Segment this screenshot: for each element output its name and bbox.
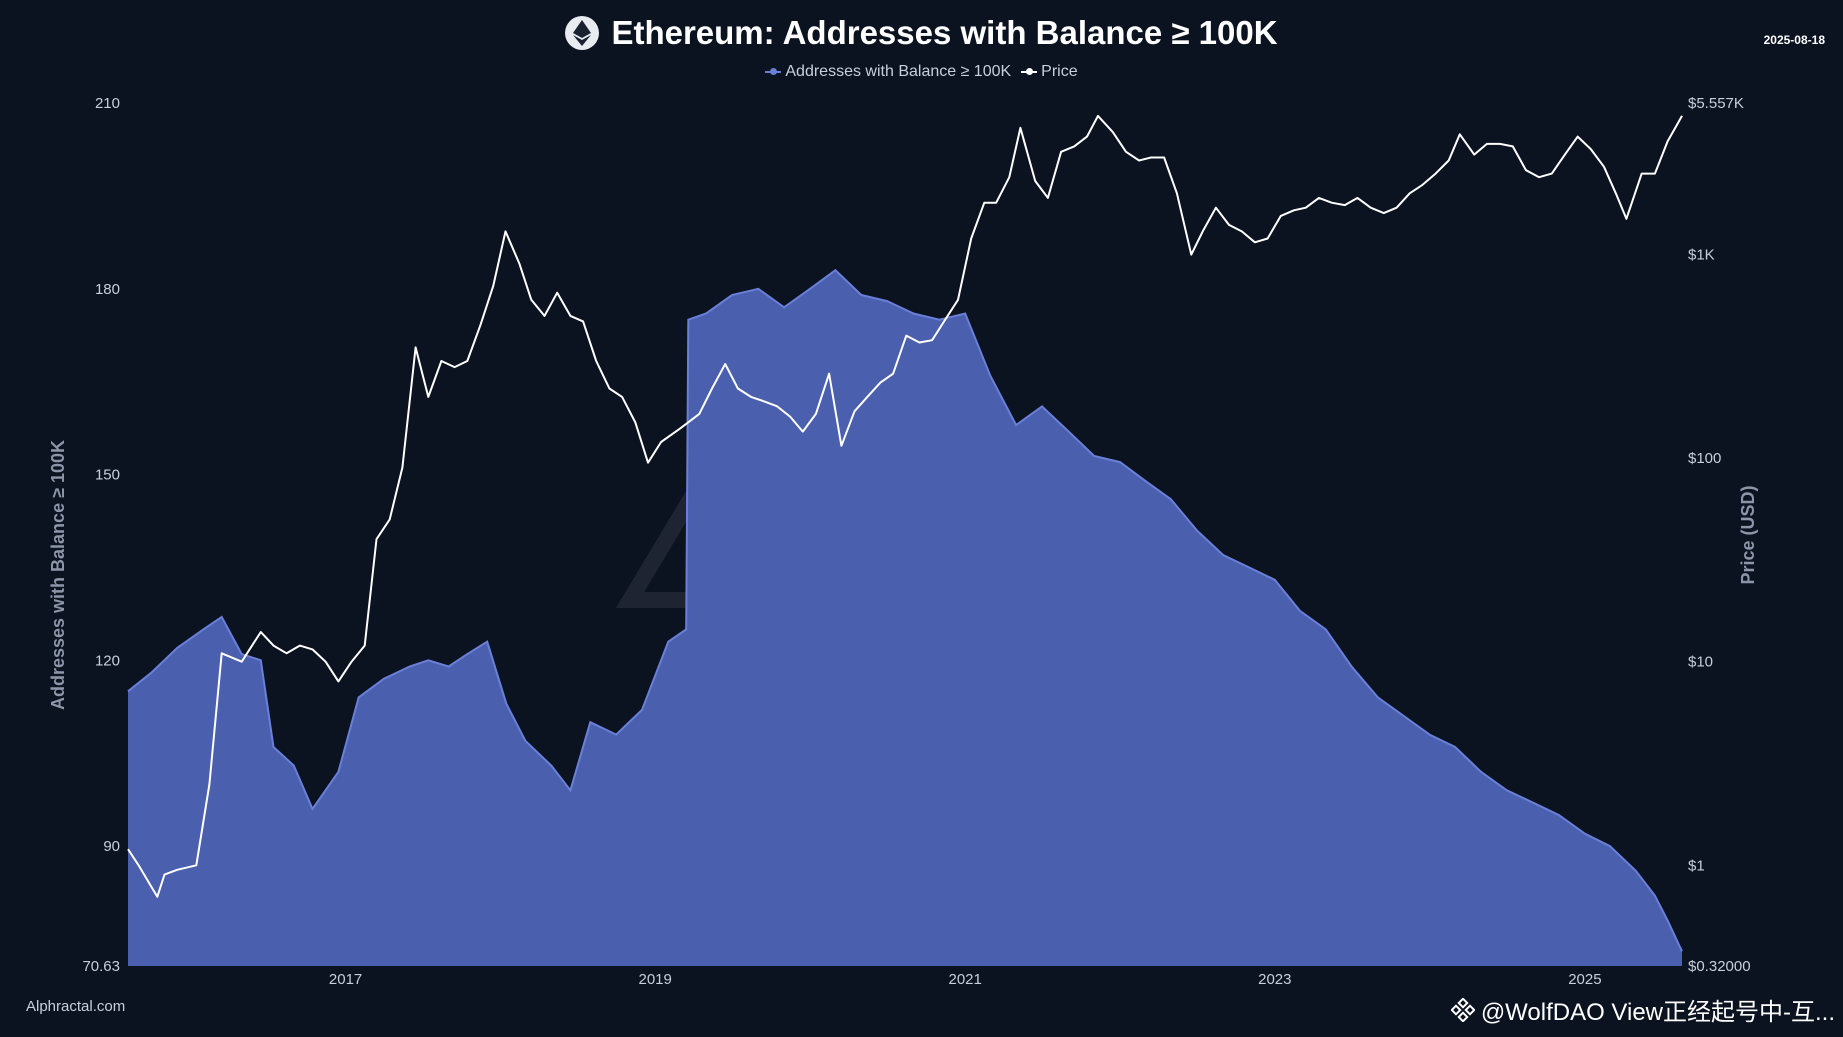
- y-axis-left: 210 180 150 120 90 70.63: [82, 95, 120, 975]
- y-tick-left: 150: [95, 467, 120, 484]
- y-tick-left: 90: [103, 838, 120, 855]
- watermark-credit: @WolfDAO View正经起号中-互...: [1450, 992, 1835, 1027]
- y-tick-right: $1: [1688, 857, 1705, 874]
- x-tick: 2019: [639, 971, 672, 988]
- y-tick-right: $10: [1688, 654, 1713, 671]
- ethereum-icon: [565, 16, 600, 50]
- x-axis: 2017 2019 2021 2023 2025: [329, 971, 1602, 988]
- legend-swatch-price: [1021, 68, 1038, 75]
- y-tick-right: $1K: [1688, 247, 1715, 264]
- y-tick-right: $5.557K: [1688, 95, 1744, 112]
- addresses-line: [127, 268, 1683, 952]
- x-tick: 2021: [949, 971, 982, 988]
- binance-icon: [1450, 997, 1475, 1022]
- date-label: 2025-08-18: [1763, 33, 1825, 47]
- price-line: [127, 114, 1683, 898]
- y-tick-right: $0.32000: [1688, 958, 1751, 975]
- chart-title: Ethereum: Addresses with Balance ≥ 100K: [611, 14, 1278, 51]
- legend-item-price[interactable]: Price: [1021, 63, 1078, 81]
- y-tick-right: $100: [1688, 450, 1721, 467]
- alphractal-logo-mark: [615, 490, 756, 608]
- legend-item-addresses[interactable]: Addresses with Balance ≥ 100K: [765, 63, 1011, 81]
- legend-swatch-addresses: [765, 68, 782, 75]
- legend-label-price: Price: [1041, 63, 1078, 80]
- y-axis-right: $5.557K $1K $100 $10 $1 $0.32000: [1688, 95, 1751, 975]
- x-tick: 2017: [329, 971, 362, 988]
- background-watermark-text: Alphractal: [765, 509, 1139, 603]
- y-tick-left: 70.63: [82, 958, 120, 975]
- legend-label-addresses: Addresses with Balance ≥ 100K: [785, 63, 1012, 80]
- y-axis-label-left: Addresses with Balance ≥ 100K: [48, 440, 68, 710]
- source-label[interactable]: Alphractal.com: [26, 998, 126, 1015]
- background-watermark: Alphractal: [615, 490, 1139, 608]
- x-tick: 2025: [1568, 971, 1601, 988]
- watermark-text: @WolfDAO View正经起号中-互...: [1480, 999, 1835, 1026]
- y-axis-label-right: Price (USD): [1738, 485, 1758, 584]
- y-tick-left: 180: [95, 281, 120, 298]
- chart-title-row: Ethereum: Addresses with Balance ≥ 100K: [0, 14, 1843, 52]
- x-tick: 2023: [1258, 971, 1291, 988]
- y-tick-left: 210: [95, 95, 120, 112]
- legend: Addresses with Balance ≥ 100K Price: [0, 63, 1843, 81]
- y-tick-left: 120: [95, 652, 120, 669]
- addresses-area: [128, 270, 1682, 966]
